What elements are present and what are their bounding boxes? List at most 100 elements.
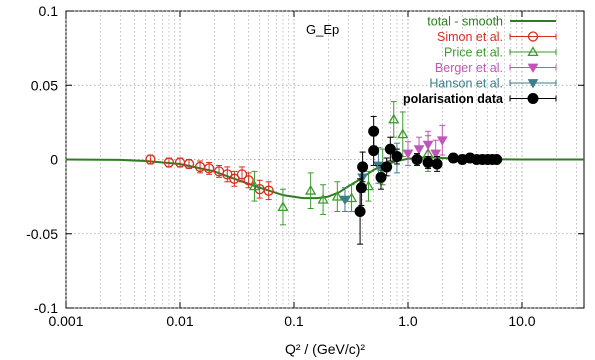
data-point (263, 181, 274, 201)
marker (422, 140, 434, 151)
data-point (381, 157, 393, 177)
data-point (183, 158, 195, 170)
data-point (397, 111, 409, 158)
data-point (145, 154, 156, 165)
marker (183, 158, 195, 170)
legend-label: total - smooth (427, 15, 503, 29)
data-point (203, 161, 215, 175)
legend-label: Price et al. (444, 46, 503, 60)
marker (345, 192, 358, 203)
data-point (277, 188, 289, 226)
data-point (384, 136, 396, 162)
marker (368, 145, 380, 157)
y-tick-label: -0.05 (26, 226, 58, 242)
series-berger-et-al (402, 124, 448, 168)
panel-title: G_Ep (306, 22, 339, 37)
legend-entry: Price et al. (444, 46, 557, 60)
points-layer (145, 101, 503, 245)
marker (145, 154, 156, 165)
x-axis-label: Q² / (GeV/c)² (285, 341, 365, 357)
data-point (317, 184, 329, 215)
data-point (447, 152, 459, 164)
data-point (402, 141, 414, 166)
marker (391, 151, 403, 163)
marker (431, 158, 443, 170)
marker (236, 169, 248, 180)
x-tick-label: 0.1 (284, 313, 304, 329)
data-point (355, 169, 367, 207)
data-point (431, 156, 443, 172)
marker (203, 163, 215, 174)
marker (447, 152, 459, 164)
marker (413, 145, 425, 155)
marker (368, 125, 380, 137)
legend-label: polarisation data (403, 92, 504, 106)
data-point (422, 156, 434, 169)
x-tick-label: 0.001 (48, 313, 83, 329)
marker (402, 149, 414, 160)
x-tick-label: 10.0 (508, 313, 535, 329)
y-tick-label: -0.1 (34, 300, 58, 316)
x-tick-label: 1.0 (398, 313, 418, 329)
data-point (375, 164, 387, 190)
x-tick-label: 0.01 (166, 313, 193, 329)
marker (354, 205, 366, 217)
legend-label: Hanson et al. (429, 77, 503, 91)
legend-entry: polarisation data (403, 92, 557, 106)
axis-ticks: 0.001 0.01 0.1 1.0 10.0 -0.1 -0.05 0 0.05 0.1 (26, 3, 584, 329)
marker (305, 184, 317, 195)
marker (527, 46, 539, 57)
marker (331, 190, 343, 201)
y-tick-label: 0.1 (39, 3, 59, 19)
marker (243, 175, 254, 186)
marker (357, 161, 369, 173)
legend-label: Simon et al. (437, 30, 503, 44)
data-point (229, 170, 240, 187)
data-point (411, 153, 423, 166)
data-point (345, 184, 358, 212)
marker (491, 154, 503, 165)
marker (229, 173, 240, 184)
marker (527, 31, 539, 42)
marker (163, 157, 175, 168)
marker (381, 161, 393, 173)
marker (527, 93, 539, 104)
marker (527, 63, 539, 74)
marker (222, 169, 233, 180)
marker (430, 149, 442, 160)
marker (263, 185, 274, 196)
data-point (331, 181, 343, 212)
legend-entry: total - smooth (427, 15, 556, 29)
marker (375, 171, 387, 183)
y-tick-label: 0 (50, 152, 58, 168)
marker (397, 128, 409, 139)
legend-entry: Simon et al. (437, 30, 557, 44)
series-simon-et-al (145, 154, 274, 201)
data-point (436, 124, 448, 156)
data-point (339, 187, 351, 212)
data-point (391, 148, 403, 165)
marker (436, 136, 448, 146)
data-point (368, 115, 380, 147)
marker (527, 79, 539, 89)
marker (317, 193, 329, 204)
data-point (491, 154, 503, 165)
data-point (222, 166, 233, 183)
data-point (163, 157, 175, 168)
series-polarisation-data (354, 115, 503, 245)
marker (339, 195, 351, 206)
data-point (388, 101, 400, 138)
marker (388, 113, 400, 124)
marker (248, 180, 261, 191)
data-point (305, 172, 317, 210)
marker (277, 201, 289, 212)
marker (422, 156, 434, 168)
legend-entry: Hanson et al. (429, 77, 557, 91)
legend-entry: Berger et al. (435, 61, 557, 75)
marker (355, 182, 367, 194)
y-tick-label: 0.05 (31, 77, 58, 93)
data-point (357, 151, 369, 183)
legend-label: Berger et al. (435, 61, 503, 75)
